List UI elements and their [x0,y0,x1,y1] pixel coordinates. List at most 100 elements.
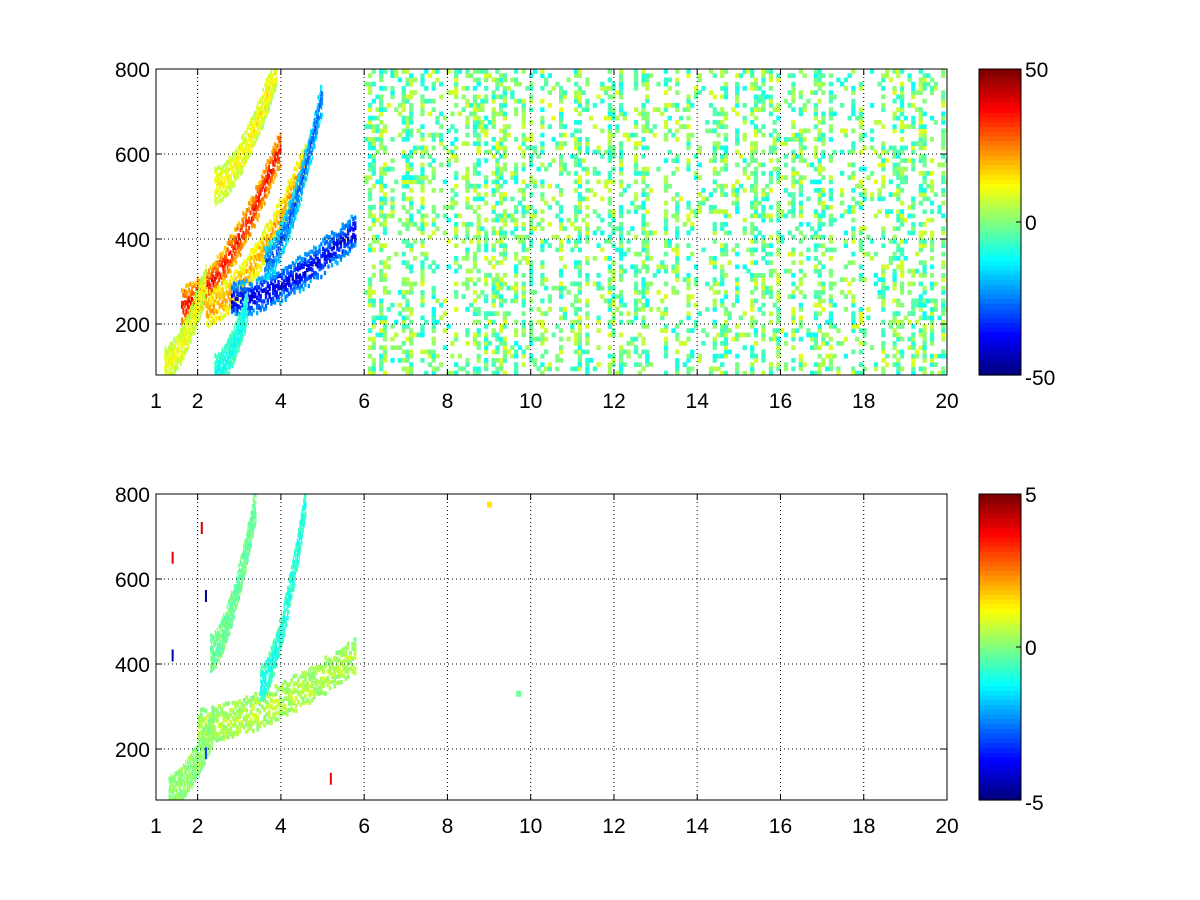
heatmap-cell [675,260,680,265]
heatmap-cell [224,298,227,303]
heatmap-cell [364,137,369,142]
heatmap-cell [371,247,376,253]
heatmap-cell [241,292,245,297]
heatmap-cell [911,120,916,125]
heatmap-cell [783,137,789,142]
heatmap-cell [454,145,459,151]
heatmap-cell [420,94,425,100]
heatmap-cell [476,345,481,350]
heatmap-cell [248,294,252,300]
heatmap-cell [495,162,500,168]
heatmap-cell [851,239,856,244]
heatmap-cell [896,213,901,219]
heatmap-cell [821,175,826,180]
heatmap-cell [573,81,579,87]
heatmap-cell [798,319,804,325]
heatmap-cell [776,234,781,240]
heatmap-cell [461,175,466,180]
heatmap-cell [217,300,220,306]
heatmap-cell [648,73,654,78]
heatmap-cell [547,162,552,168]
heatmap-cell [435,226,440,231]
heatmap-cell [918,192,923,197]
heatmap-cell [230,242,233,248]
heatmap-cell [641,239,646,244]
heatmap-cell [705,332,710,338]
heatmap-cell [243,259,246,264]
heatmap-cell [828,239,834,244]
heatmap-cell [918,260,923,265]
heatmap-cell [379,362,384,367]
heatmap-cell [840,128,845,134]
heatmap-cell [772,149,777,155]
heatmap-cell [251,277,254,283]
heatmap-cell [240,242,243,247]
heatmap-cell [352,216,355,222]
heatmap-cell [682,362,687,367]
heatmap-cell [529,336,534,342]
heatmap-cell [750,260,755,265]
heatmap-cell [510,345,515,350]
heatmap-cell [581,107,586,112]
heatmap-cell [275,214,278,219]
heatmap-cell [454,370,459,375]
heatmap-cell [821,200,826,206]
heatmap-cell [562,307,567,312]
heatmap-cell [210,313,213,319]
heatmap-cell [858,107,863,112]
heatmap-cell [397,358,403,363]
heatmap-cell [914,349,920,355]
heatmap-cell [858,349,863,355]
heatmap-cell [268,241,270,246]
heatmap-cell [386,166,391,172]
heatmap-cell [217,315,220,320]
heatmap-cell [325,247,328,252]
heatmap-cell [502,256,508,261]
heatmap-cell [618,264,624,270]
heatmap-cell [652,273,657,278]
heatmap-cell [491,171,496,176]
heatmap-cell [218,262,221,267]
heatmap-cell [884,213,890,219]
heatmap-cell [708,370,714,375]
heatmap-cell [499,171,504,176]
heatmap-cell [223,291,226,297]
heatmap-cell [675,120,680,125]
heatmap-cell [941,98,946,104]
heatmap-cell [761,73,766,78]
heatmap-cell [633,349,639,355]
heatmap-cell [911,332,916,338]
heatmap-cell [258,198,261,203]
heatmap-cell [641,200,646,206]
heatmap-cell [221,316,224,321]
heatmap-cell [708,192,714,197]
heatmap-cell [941,145,946,151]
heatmap-cell [277,286,280,291]
heatmap-cell [873,149,878,155]
heatmap-cell [246,207,249,213]
heatmap-cell [502,358,508,363]
heatmap-cell [499,217,504,223]
heatmap-cell [884,158,890,163]
heatmap-cell [409,370,414,375]
heatmap-cell [761,311,766,316]
heatmap-cell [514,341,519,346]
heatmap-cell [577,120,582,125]
heatmap-cell [776,349,781,355]
heatmap-cell [521,294,526,299]
heatmap-cell [558,328,564,333]
heatmap-cell [502,103,508,108]
heatmap-cell [279,132,282,137]
heatmap-cell [465,124,470,129]
heatmap-cell [290,180,293,185]
heatmap-cell [888,145,893,151]
heatmap-cell [240,244,243,249]
heatmap-cell [495,273,500,278]
heatmap-cell [502,222,508,227]
heatmap-cell [232,261,235,267]
heatmap-cell [911,307,916,312]
heatmap-cell [746,247,751,253]
heatmap-cell [585,222,590,227]
heatmap-cell [611,362,616,367]
heatmap-cell [813,209,819,214]
